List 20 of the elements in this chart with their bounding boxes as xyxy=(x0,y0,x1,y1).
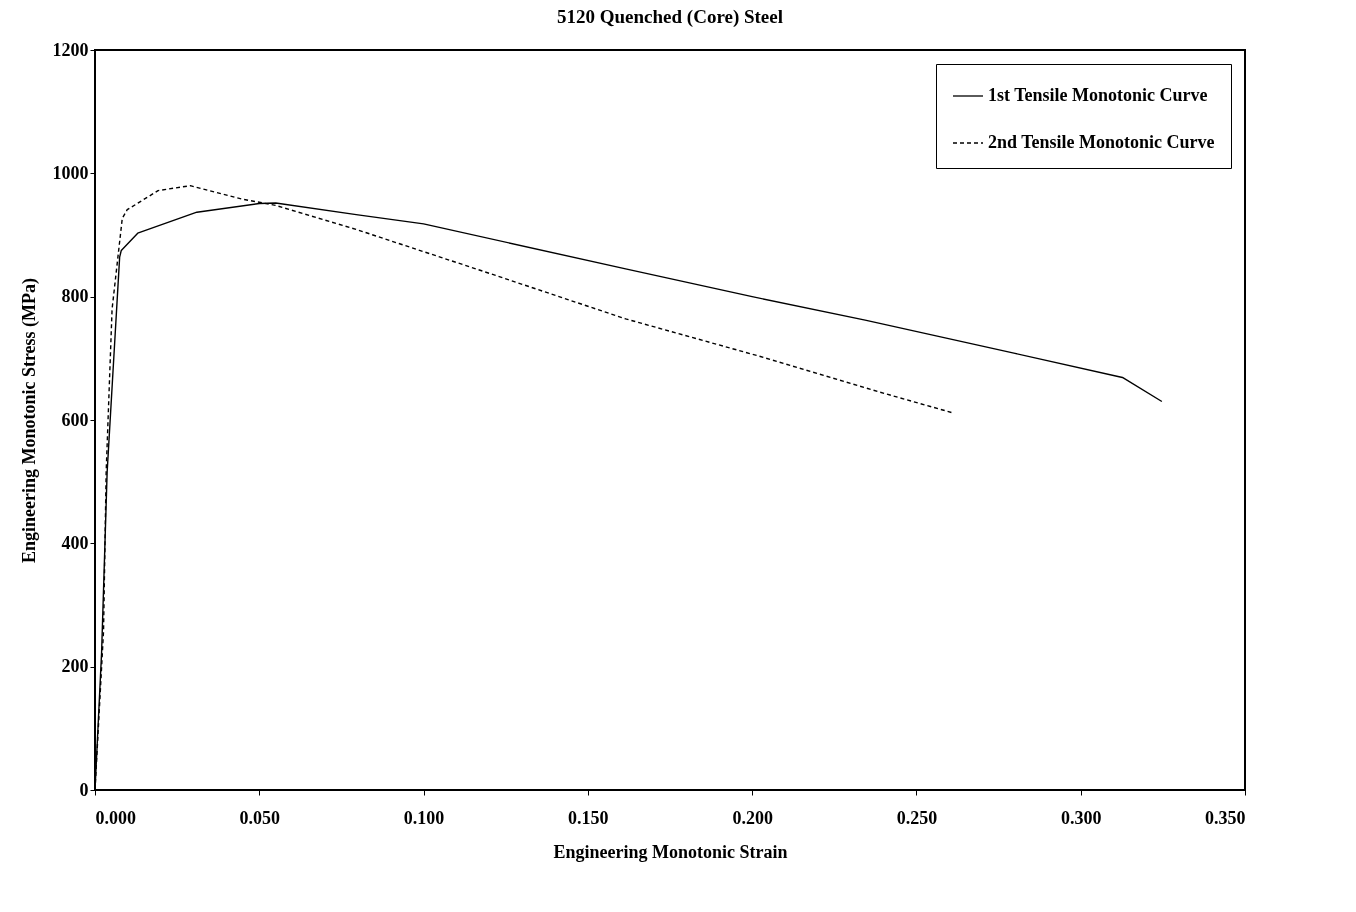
legend-label: 1st Tensile Monotonic Curve xyxy=(988,85,1208,105)
y-tick-label: 400 xyxy=(61,532,89,553)
x-tick-label: 0.100 xyxy=(403,807,445,828)
y-tick-label: 1000 xyxy=(52,162,89,183)
y-tick-label: 200 xyxy=(61,656,89,677)
y-tick-label: 800 xyxy=(61,286,89,307)
x-tick-label: 0.150 xyxy=(568,807,609,828)
x-axis-title: Engineering Monotonic Strain xyxy=(553,841,788,862)
x-tick-label: 0.000 xyxy=(95,807,136,828)
y-tick-label: 600 xyxy=(61,409,89,430)
y-tick-label: 1200 xyxy=(52,39,89,60)
y-axis-title: Engineering Monotonic Stress (MPa) xyxy=(18,277,40,564)
legend-label: 2nd Tensile Monotonic Curve xyxy=(988,132,1215,152)
x-tick-label: 0.050 xyxy=(239,807,281,828)
x-tick-label: 0.300 xyxy=(1060,807,1102,828)
y-tick-label: 0 xyxy=(79,779,89,800)
x-tick-label: 0.350 xyxy=(1205,807,1246,828)
x-tick-label: 0.200 xyxy=(732,807,773,828)
chart-title: 5120 Quenched (Core) Steel xyxy=(556,6,784,28)
x-tick-label: 0.250 xyxy=(896,807,938,828)
